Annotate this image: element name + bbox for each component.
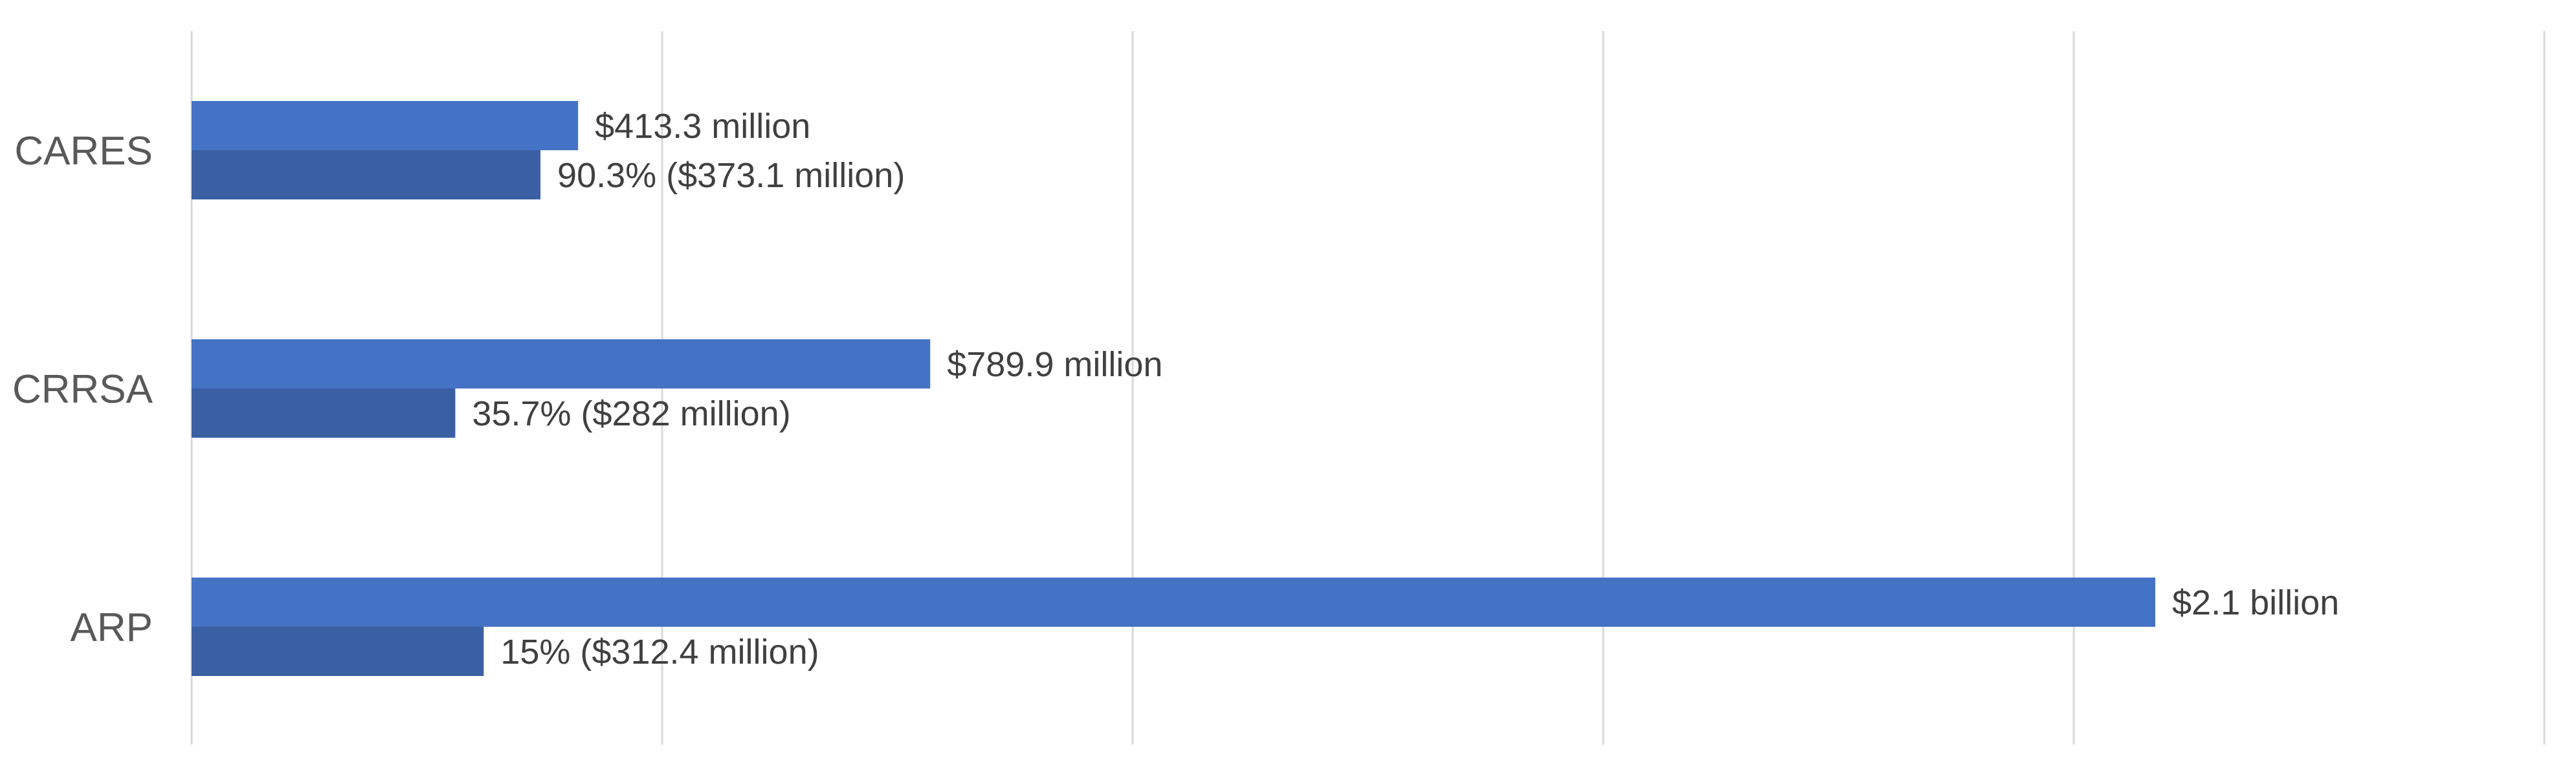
bar — [192, 101, 579, 150]
category-label: ARP — [71, 605, 153, 650]
data-label: $413.3 million — [595, 107, 810, 146]
category-label: CARES — [14, 129, 153, 174]
bar — [192, 388, 456, 438]
data-label: $789.9 million — [947, 345, 1162, 384]
bar — [192, 627, 484, 676]
category-label: CRRSA — [12, 367, 153, 412]
labels: CARES CRRSA ARP $413.3 million $789.9 millio… — [12, 107, 2339, 671]
data-label: 90.3% ($373.1 million) — [557, 156, 905, 195]
bar — [192, 339, 931, 388]
data-label: 15% ($312.4 million) — [500, 633, 819, 671]
bars — [192, 101, 2155, 676]
bar — [192, 150, 541, 199]
bar — [192, 578, 2155, 627]
data-label: 35.7% ($282 million) — [472, 394, 790, 433]
data-label: $2.1 billion — [2172, 583, 2339, 622]
